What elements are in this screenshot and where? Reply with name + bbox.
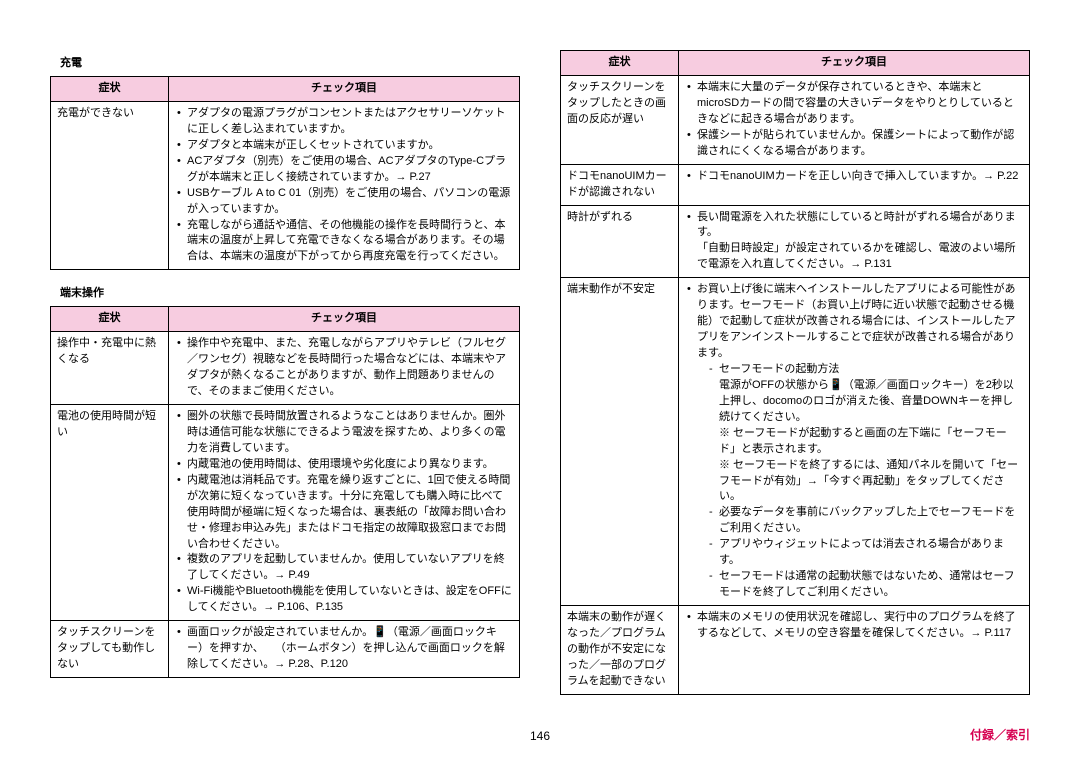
check-cell: 圏外の状態で長時間放置されるようなことはありませんか。圏外時は通信可能な状態にで… — [169, 405, 520, 621]
check-text: お買い上げ後に端末へインストールしたアプリによる可能性があります。セーフモード（… — [697, 283, 1015, 359]
symptom-cell: ドコモnanoUIMカードが認識されない — [561, 164, 679, 205]
table-row: 時計がずれる 長い間電源を入れた状態にしていると時計がずれる場合があります。 「… — [561, 205, 1030, 278]
symptom-cell: 電池の使用時間が短い — [51, 405, 169, 621]
check-item: 操作中や充電中、また、充電しながらアプリやテレビ（フルセグ／ワンセグ）視聴などを… — [175, 336, 513, 400]
check-item: 画面ロックが設定されていませんか。📱（電源／画面ロックキー）を押すか、 （ホーム… — [175, 625, 513, 673]
table-row: ドコモnanoUIMカードが認識されない ドコモnanoUIMカードを正しい向き… — [561, 164, 1030, 205]
check-cell: ドコモnanoUIMカードを正しい向きで挿入していますか。→ P.22 — [679, 164, 1030, 205]
check-item: 本端末のメモリの使用状況を確認し、実行中のプログラムを終了するなどして、メモリの… — [685, 610, 1023, 642]
check-item: ACアダプタ（別売）をご使用の場合、ACアダプタのType-Cプラグが本端末と正… — [175, 154, 513, 186]
check-cell: お買い上げ後に端末へインストールしたアプリによる可能性があります。セーフモード（… — [679, 278, 1030, 606]
table-row: 端末動作が不安定 お買い上げ後に端末へインストールしたアプリによる可能性がありま… — [561, 278, 1030, 606]
symptom-cell: 充電ができない — [51, 101, 169, 269]
check-item: 圏外の状態で長時間放置されるようなことはありませんか。圏外時は通信可能な状態にで… — [175, 409, 513, 457]
symptom-cell: 操作中・充電中に熱くなる — [51, 332, 169, 405]
terminal-table-right: 症状 チェック項目 タッチスクリーンをタップしたときの画面の反応が遅い 本端末に… — [560, 50, 1030, 695]
check-cell: 操作中や充電中、また、充電しながらアプリやテレビ（フルセグ／ワンセグ）視聴などを… — [169, 332, 520, 405]
sub-item: 必要なデータを事前にバックアップした上でセーフモードをご利用ください。 — [709, 505, 1023, 537]
footer-section-label: 付録／索引 — [970, 726, 1030, 743]
check-item: 内蔵電池の使用時間は、使用環境や劣化度により異なります。 — [175, 457, 513, 473]
symptom-cell: タッチスクリーンをタップしたときの画面の反応が遅い — [561, 75, 679, 164]
page-number: 146 — [0, 729, 1080, 743]
charging-table: 症状 チェック項目 充電ができない アダプタの電源プラグがコンセントまたはアクセ… — [50, 76, 520, 270]
th-check: チェック項目 — [169, 307, 520, 332]
check-item: アダプタの電源プラグがコンセントまたはアクセサリーソケットに正しく差し込まれてい… — [175, 106, 513, 138]
table-row: 操作中・充電中に熱くなる 操作中や充電中、また、充電しながらアプリやテレビ（フル… — [51, 332, 520, 405]
check-item: 保護シートが貼られていませんか。保護シートによって動作が認識されにくくなる場合が… — [685, 128, 1023, 160]
check-item: 充電しながら通話や通信、その他機能の操作を長時間行うと、本端末の温度が上昇して充… — [175, 218, 513, 266]
section-title-terminal: 端末操作 — [60, 284, 520, 300]
check-item: 複数のアプリを起動していませんか。使用していないアプリを終了してください。→ P… — [175, 552, 513, 584]
check-cell: アダプタの電源プラグがコンセントまたはアクセサリーソケットに正しく差し込まれてい… — [169, 101, 520, 269]
th-symptom: 症状 — [51, 307, 169, 332]
check-item: 本端末に大量のデータが保存されているときや、本端末とmicroSDカードの間で容… — [685, 80, 1023, 128]
check-item: お買い上げ後に端末へインストールしたアプリによる可能性があります。セーフモード（… — [685, 282, 1023, 601]
sub-item: セーフモードの起動方法 電源がOFFの状態から📱（電源／画面ロックキー）を2秒以… — [709, 362, 1023, 505]
check-cell: 画面ロックが設定されていませんか。📱（電源／画面ロックキー）を押すか、 （ホーム… — [169, 621, 520, 678]
check-item: ドコモnanoUIMカードを正しい向きで挿入していますか。→ P.22 — [685, 169, 1023, 185]
table-row: タッチスクリーンをタップしたときの画面の反応が遅い 本端末に大量のデータが保存さ… — [561, 75, 1030, 164]
check-item: アダプタと本端末が正しくセットされていますか。 — [175, 138, 513, 154]
th-symptom: 症状 — [51, 77, 169, 102]
symptom-cell: 端末動作が不安定 — [561, 278, 679, 606]
left-column: 充電 症状 チェック項目 充電ができない アダプタの電源プラグがコンセントまたは… — [50, 50, 520, 709]
check-item: 内蔵電池は消耗品です。充電を繰り返すごとに、1回で使える時間が次第に短くなってい… — [175, 473, 513, 553]
sub-item: アプリやウィジェットによっては消去される場合があります。 — [709, 537, 1023, 569]
th-check: チェック項目 — [169, 77, 520, 102]
table-row: 電池の使用時間が短い 圏外の状態で長時間放置されるようなことはありませんか。圏外… — [51, 405, 520, 621]
check-cell: 本端末のメモリの使用状況を確認し、実行中のプログラムを終了するなどして、メモリの… — [679, 606, 1030, 695]
th-symptom: 症状 — [561, 51, 679, 76]
check-item: USBケーブル A to C 01（別売）をご使用の場合、パソコンの電源が入って… — [175, 186, 513, 218]
check-cell: 本端末に大量のデータが保存されているときや、本端末とmicroSDカードの間で容… — [679, 75, 1030, 164]
table-row: 本端末の動作が遅くなった／プログラムの動作が不安定になった／一部のプログラムを起… — [561, 606, 1030, 695]
check-item: 長い間電源を入れた状態にしていると時計がずれる場合があります。 「自動日時設定」… — [685, 210, 1023, 274]
right-column: 症状 チェック項目 タッチスクリーンをタップしたときの画面の反応が遅い 本端末に… — [560, 50, 1030, 709]
section-title-charging: 充電 — [60, 54, 520, 70]
check-item: Wi-Fi機能やBluetooth機能を使用していないときは、設定をOFFにして… — [175, 584, 513, 616]
table-row: 充電ができない アダプタの電源プラグがコンセントまたはアクセサリーソケットに正し… — [51, 101, 520, 269]
symptom-cell: 本端末の動作が遅くなった／プログラムの動作が不安定になった／一部のプログラムを起… — [561, 606, 679, 695]
terminal-table-left: 症状 チェック項目 操作中・充電中に熱くなる 操作中や充電中、また、充電しながら… — [50, 306, 520, 678]
symptom-cell: タッチスクリーンをタップしても動作しない — [51, 621, 169, 678]
th-check: チェック項目 — [679, 51, 1030, 76]
sub-item: セーフモードは通常の起動状態ではないため、通常はセーフモードを終了してご利用くだ… — [709, 569, 1023, 601]
table-row: タッチスクリーンをタップしても動作しない 画面ロックが設定されていませんか。📱（… — [51, 621, 520, 678]
symptom-cell: 時計がずれる — [561, 205, 679, 278]
check-cell: 長い間電源を入れた状態にしていると時計がずれる場合があります。 「自動日時設定」… — [679, 205, 1030, 278]
